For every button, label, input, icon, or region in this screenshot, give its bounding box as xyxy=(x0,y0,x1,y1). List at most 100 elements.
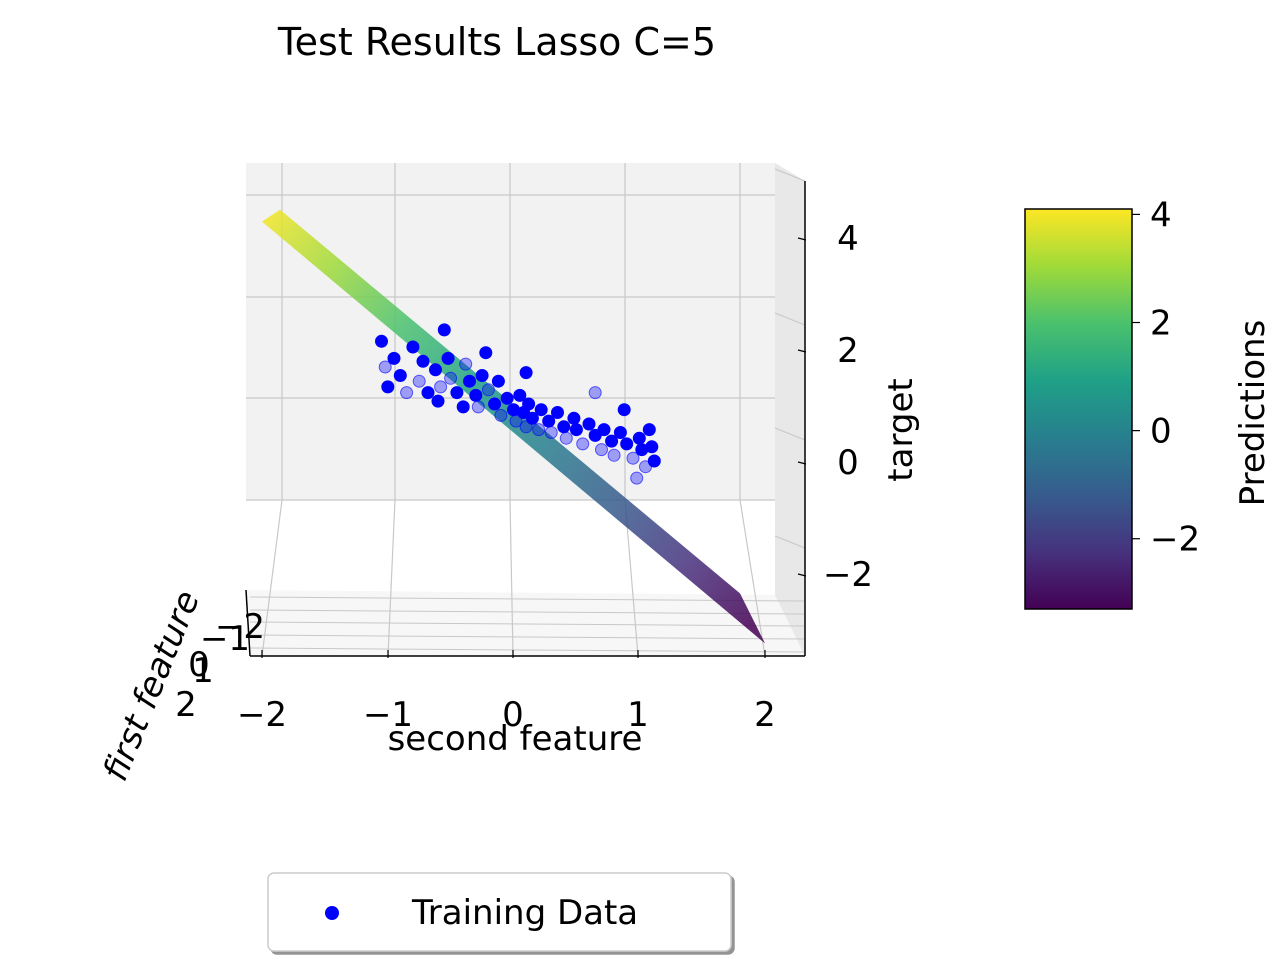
data-point xyxy=(459,357,473,371)
grid-line-floor xyxy=(739,499,766,657)
y-tick-label: −2 xyxy=(215,607,265,647)
data-point xyxy=(617,403,631,417)
data-point xyxy=(605,434,619,448)
data-point xyxy=(378,360,392,374)
training-data-points xyxy=(375,323,661,485)
data-point xyxy=(582,417,596,431)
data-point xyxy=(400,386,414,400)
colorbar: 4 2 0 −2 Predictions xyxy=(1024,195,1273,610)
grid-line-floor xyxy=(261,499,283,657)
grid-line-depth xyxy=(249,596,806,602)
data-point xyxy=(544,426,558,439)
colorbar-tick-label: 4 xyxy=(1150,195,1172,235)
grid-line-depth xyxy=(249,621,806,627)
colorbar-label: Predictions xyxy=(1233,320,1273,507)
colorbar-ticks: 4 2 0 −2 xyxy=(1132,195,1200,560)
data-point xyxy=(522,397,536,411)
floor-pane xyxy=(246,590,805,656)
data-point xyxy=(488,397,502,411)
data-point xyxy=(534,403,548,417)
x-axis-label: second feature xyxy=(388,719,643,759)
data-point xyxy=(532,423,546,437)
axes-3d xyxy=(245,163,806,657)
data-point xyxy=(494,408,508,422)
data-point xyxy=(525,411,539,425)
x-tick-label: 0 xyxy=(502,695,524,735)
data-point xyxy=(551,406,564,419)
x-tick-label: −2 xyxy=(237,695,287,735)
y-tick-label: 2 xyxy=(175,685,197,725)
z-axis-label: target xyxy=(881,378,921,481)
y-tick-labels: 210−1−2 xyxy=(175,607,265,725)
grid-line-side xyxy=(774,312,806,326)
colorbar-body xyxy=(1024,208,1133,610)
data-point xyxy=(441,351,455,365)
data-point xyxy=(632,431,646,445)
data-point xyxy=(576,437,590,451)
grid-line-depth xyxy=(249,647,806,653)
z-tick-mark xyxy=(797,349,807,353)
data-point xyxy=(463,374,476,388)
data-point xyxy=(519,366,533,380)
data-point xyxy=(481,383,495,397)
data-point xyxy=(469,388,483,402)
y-axis-line xyxy=(245,589,251,657)
data-point xyxy=(569,423,583,437)
data-point xyxy=(444,371,458,385)
legend-label-training-data: Training Data xyxy=(411,893,638,933)
data-point xyxy=(381,380,395,394)
legend-marker xyxy=(325,906,339,920)
data-point xyxy=(509,414,523,428)
data-point xyxy=(645,440,659,454)
data-point xyxy=(630,471,644,485)
right-pane xyxy=(775,163,805,656)
colorbar-tick-label: −2 xyxy=(1150,520,1200,560)
grid-line-side xyxy=(774,168,806,182)
data-point xyxy=(431,394,445,408)
data-point xyxy=(412,374,426,388)
grid-line-floor xyxy=(509,499,514,657)
data-point xyxy=(393,369,407,382)
grid-line-depth xyxy=(249,609,806,615)
x-tick-label: 2 xyxy=(754,695,776,735)
y-tick-label: 0 xyxy=(188,645,210,685)
data-point xyxy=(567,411,581,425)
data-point xyxy=(421,386,435,400)
chart-title: Test Results Lasso C=5 xyxy=(277,20,716,64)
data-point xyxy=(607,448,621,462)
x-tick-label: 1 xyxy=(627,695,649,735)
data-point xyxy=(559,431,573,445)
x-tick-label: −1 xyxy=(363,695,413,735)
data-point xyxy=(642,423,656,437)
data-point xyxy=(375,334,388,348)
colorbar-tick-label: 0 xyxy=(1150,412,1172,452)
data-point xyxy=(475,369,489,382)
grid-line-depth xyxy=(249,634,806,640)
data-point xyxy=(500,391,514,405)
z-tick-mark xyxy=(797,461,807,465)
grid-line-side xyxy=(774,427,806,441)
axis-lines xyxy=(245,181,806,657)
data-point xyxy=(450,386,464,400)
y-tick-label: −1 xyxy=(200,619,250,659)
data-point xyxy=(647,454,661,468)
z-tick-labels: −2 0 2 4 xyxy=(797,219,873,595)
data-point xyxy=(626,451,640,465)
z-tick-mark xyxy=(797,237,807,241)
legend: Training Data xyxy=(267,872,732,952)
legend-box xyxy=(267,872,732,952)
data-point xyxy=(434,380,448,394)
colorbar-tick-label: 2 xyxy=(1150,304,1172,344)
z-tick-label: 2 xyxy=(837,331,859,371)
data-point xyxy=(620,437,634,451)
data-point xyxy=(491,374,505,388)
data-point xyxy=(595,443,608,457)
x-tick-labels: −2 −1 0 1 2 xyxy=(237,650,776,735)
data-point xyxy=(406,340,420,354)
grid-line-side xyxy=(774,535,806,549)
y-tick-label: 1 xyxy=(192,651,214,691)
grid-line-floor xyxy=(387,499,396,657)
data-point xyxy=(416,354,430,368)
data-point xyxy=(456,400,470,414)
